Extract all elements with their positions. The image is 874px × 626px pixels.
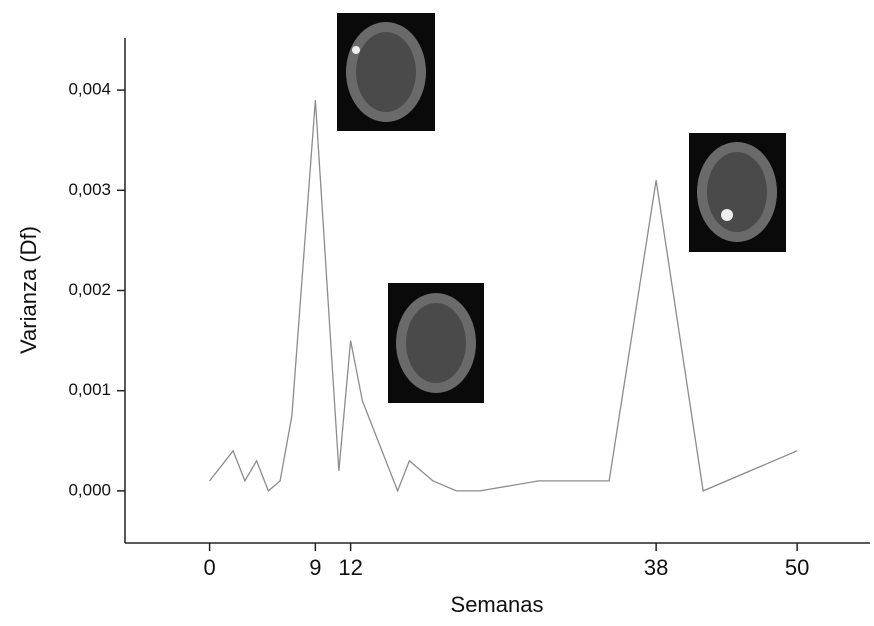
mri-image — [388, 283, 484, 403]
chart: Varianza (Df) Semanas 0,000 0,001 0,002 0,0… — [0, 0, 874, 621]
y-axis-title: Varianza (Df) — [16, 226, 41, 354]
mri-image — [689, 133, 786, 252]
mri-image — [337, 13, 435, 131]
x-tick-label: 0 — [203, 555, 215, 580]
y-tick-label: 0,004 — [68, 80, 111, 99]
y-tick-label: 0,000 — [68, 480, 111, 499]
x-tick-label: 9 — [309, 555, 321, 580]
page: {"chart_data": {"type": "line", "x_label… — [0, 0, 874, 626]
y-tick-label: 0,002 — [68, 280, 111, 299]
y-tick-label: 0,003 — [68, 180, 111, 199]
x-tick-label: 38 — [644, 555, 668, 580]
y-tick-label: 0,001 — [68, 380, 111, 399]
x-tick-label: 12 — [338, 555, 362, 580]
x-axis-title: Semanas — [451, 592, 544, 617]
x-tick-label: 50 — [785, 555, 809, 580]
